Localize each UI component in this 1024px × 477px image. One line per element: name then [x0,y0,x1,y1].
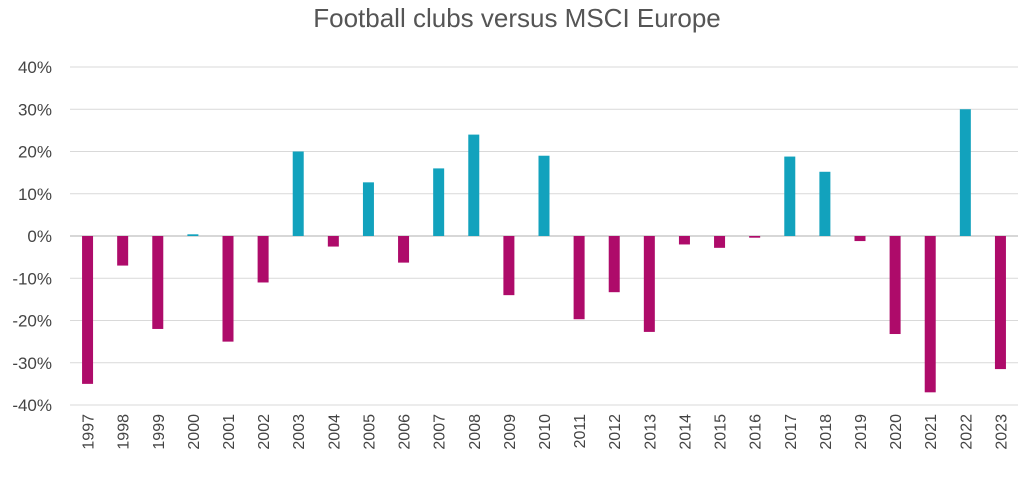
chart-title: Football clubs versus MSCI Europe [313,3,721,33]
x-tick-label: 2009 [502,414,519,450]
y-tick-label: 30% [18,100,52,119]
bar-2001 [222,236,234,342]
y-tick-label: -20% [12,312,52,331]
x-tick-label: 2023 [993,414,1010,450]
bar-2006 [398,236,410,263]
x-tick-label: 2021 [923,414,940,450]
x-tick-label: 1997 [81,414,98,450]
bar-1997 [82,236,94,384]
x-tick-label: 2008 [467,414,484,450]
x-tick-label: 2005 [361,414,378,450]
x-tick-label: 2016 [748,414,765,450]
bar-2023 [994,236,1006,370]
x-tick-label: 2010 [537,414,554,450]
bar-2000 [187,234,199,236]
x-tick-label: 2004 [326,414,343,450]
bar-2017 [784,156,796,236]
x-tick-label: 2015 [713,414,730,450]
x-tick-label: 2014 [677,414,694,450]
bar-2021 [924,236,936,393]
bar-2003 [292,151,304,236]
bar-2010 [538,155,550,236]
y-tick-label: -40% [12,396,52,415]
y-tick-label: 40% [18,58,52,77]
x-tick-label: 1998 [116,414,133,450]
bar-2005 [362,182,374,236]
bar-2013 [643,236,655,332]
bar-2016 [749,236,761,238]
x-axis: 1997 1998 1999 2000 2001 2002 2003 2004 2005 2006… [81,414,1011,450]
bar-2019 [854,236,866,242]
x-tick-label: 2002 [256,414,273,450]
bar-2002 [257,236,269,283]
x-tick-label: 2022 [958,414,975,450]
bar-2009 [503,236,515,296]
x-tick-label: 2007 [432,414,449,450]
bar-1999 [152,236,164,329]
x-tick-label: 2012 [607,414,624,450]
y-tick-label: 10% [18,185,52,204]
bars-layer [82,109,1006,393]
x-tick-label: 2019 [853,414,870,450]
x-tick-label: 2017 [783,414,800,450]
y-tick-label: -30% [12,354,52,373]
y-tick-label: 20% [18,143,52,162]
bar-2011 [573,236,585,320]
x-tick-label: 2011 [572,414,589,449]
bar-1998 [117,236,129,266]
bar-2012 [608,236,620,293]
bar-2007 [433,168,445,236]
bar-2022 [959,109,971,236]
y-tick-label: 0% [27,227,52,246]
bar-2018 [819,171,831,236]
y-axis: 40% 30% 20% 10% 0% -10% -20% -30% -40% [12,58,52,415]
bar-2008 [468,134,480,236]
x-tick-label: 2013 [642,414,659,450]
bar-2004 [327,236,339,247]
x-tick-label: 2003 [291,414,308,450]
x-tick-label: 2001 [221,414,238,450]
x-tick-label: 1999 [151,414,168,450]
x-tick-label: 2020 [888,414,905,450]
bar-2015 [714,236,726,248]
bar-2014 [678,236,690,245]
x-tick-label: 2000 [186,414,203,450]
x-tick-label: 2018 [818,414,835,450]
y-tick-label: -10% [12,269,52,288]
bar-2020 [889,236,901,335]
x-tick-label: 2006 [397,414,414,450]
